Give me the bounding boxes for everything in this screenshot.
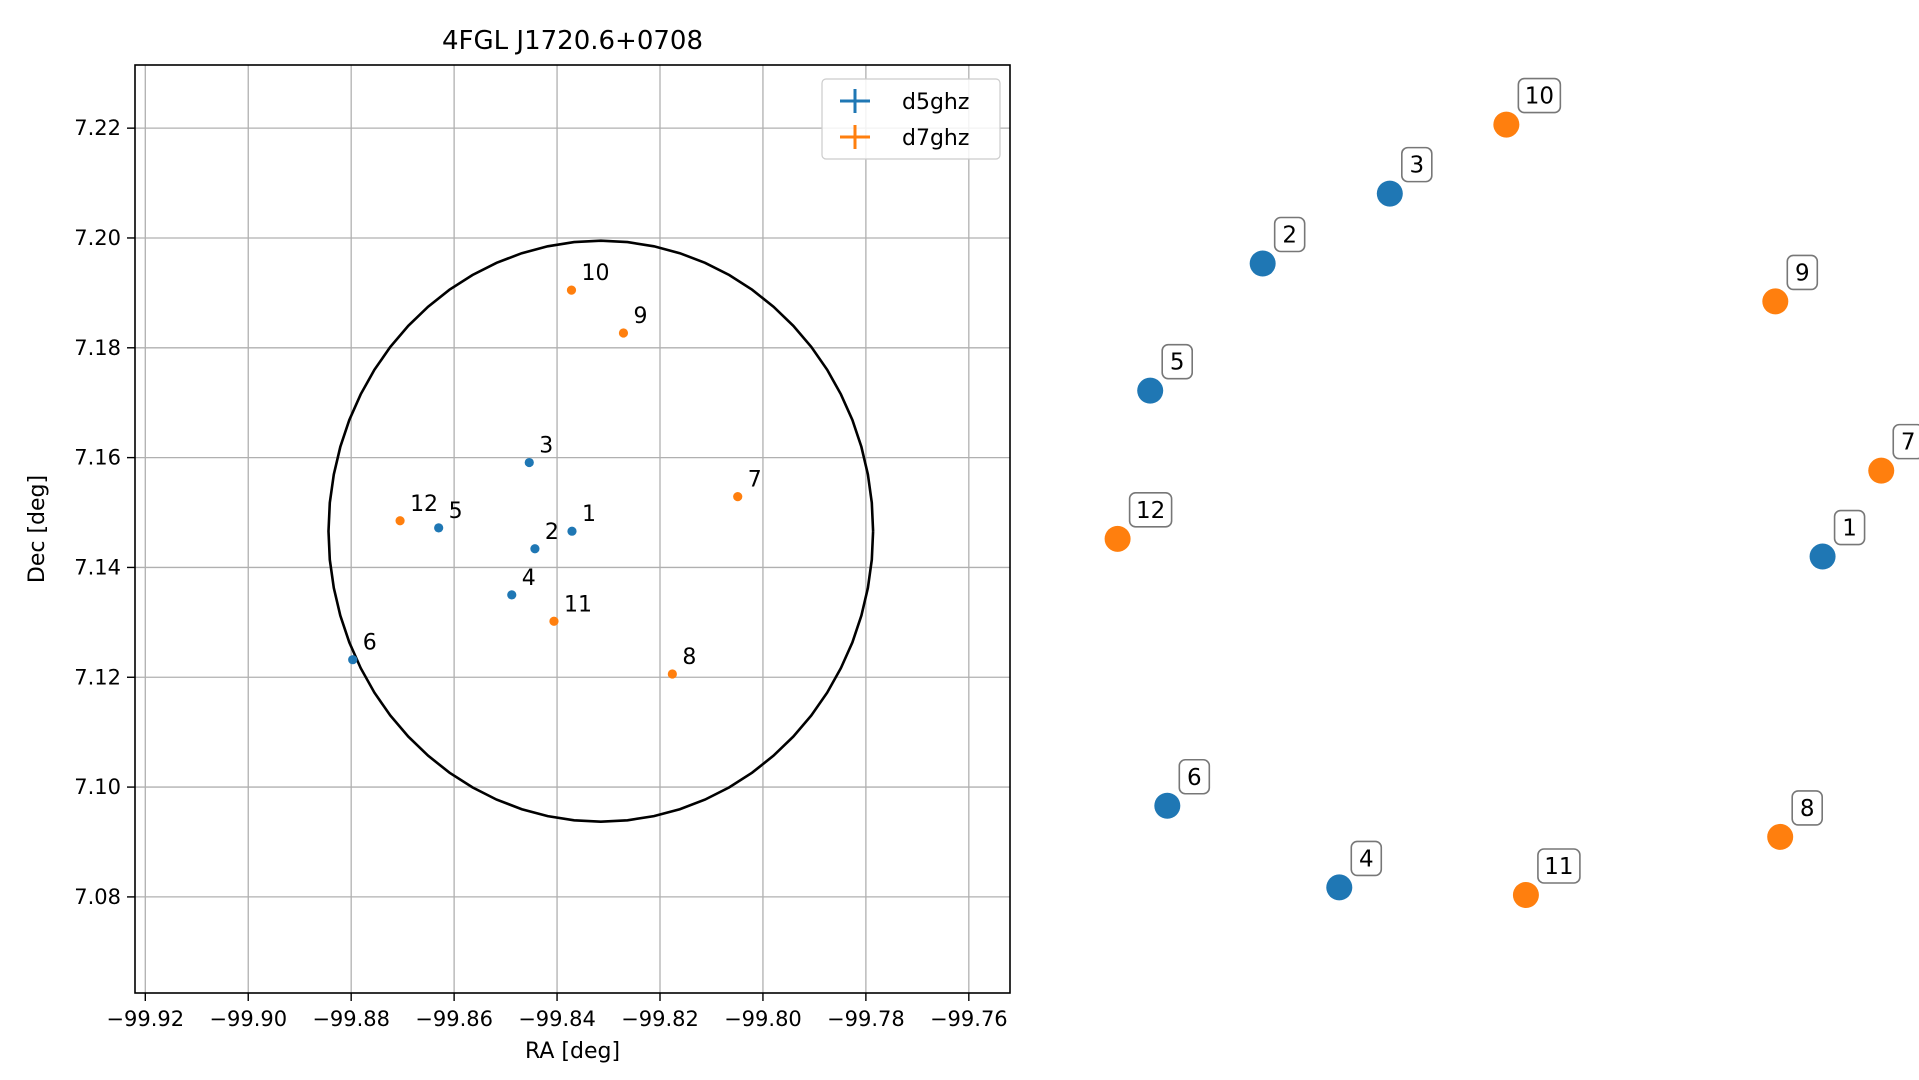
- y-tick-label: 7.12: [74, 665, 121, 689]
- key-point-10: [1493, 111, 1520, 138]
- key-label-box: [1786, 254, 1819, 291]
- point-d5ghz-6: [348, 655, 358, 665]
- search-circle: [327, 239, 875, 824]
- key-label: 2: [1282, 223, 1297, 249]
- key-point-1: [1809, 543, 1836, 570]
- key-label-box: [1517, 77, 1562, 114]
- point-label: 8: [682, 645, 696, 670]
- key-label: 10: [1525, 84, 1554, 110]
- key-point-9: [1762, 288, 1789, 315]
- point-d7ghz-9: [618, 328, 629, 338]
- point-label: 7: [748, 468, 762, 493]
- x-tick-label: −99.92: [106, 1007, 184, 1031]
- point-label: 1: [582, 502, 596, 527]
- point-d7ghz-7: [733, 492, 743, 502]
- point-label: 6: [363, 631, 377, 656]
- point-label: 10: [581, 261, 609, 286]
- key-label-box: [1178, 758, 1211, 795]
- point-label: 11: [564, 592, 592, 617]
- key-point-6: [1154, 792, 1181, 819]
- point-d5ghz-5: [434, 523, 444, 533]
- key-label: 3: [1409, 153, 1424, 179]
- key-point-4: [1326, 874, 1353, 901]
- point-d5ghz-4: [507, 590, 517, 600]
- key-label: 4: [1359, 846, 1374, 872]
- x-tick-label: −99.78: [827, 1007, 905, 1031]
- axis-ticks: −99.92 −99.90 −99.88 −99.86 −99.84 −99.82 −99.…: [74, 116, 1007, 1031]
- x-tick-label: −99.82: [621, 1007, 699, 1031]
- legend-label: d5ghz: [902, 90, 969, 115]
- legend: d5ghz d7ghz: [821, 78, 1001, 160]
- x-tick-label: −99.88: [312, 1007, 390, 1031]
- point-d5ghz-1: [567, 526, 577, 536]
- point-d5ghz-3: [524, 457, 534, 468]
- point-d5ghz-2: [530, 544, 540, 554]
- point-d7ghz-10: [566, 285, 577, 295]
- point-label: 4: [522, 566, 536, 591]
- key-label: 7: [1901, 430, 1916, 456]
- key-label: 5: [1170, 350, 1185, 376]
- point-label: 9: [633, 304, 647, 329]
- key-label-box: [1833, 509, 1866, 546]
- point-d7ghz-12: [395, 516, 405, 526]
- key-point-7: [1868, 457, 1895, 484]
- point-d7ghz-8: [667, 669, 677, 679]
- key-label-box: [1892, 423, 1919, 460]
- key-label-box: [1161, 343, 1193, 380]
- legend-label: d7ghz: [902, 126, 969, 151]
- point-label: 2: [545, 520, 559, 545]
- y-axis-label: Dec [deg]: [25, 475, 50, 583]
- axes-frame: [134, 64, 1011, 994]
- legend-box: [821, 78, 1001, 160]
- key-label-box: [1128, 492, 1173, 528]
- y-tick-label: 7.22: [74, 116, 121, 140]
- key-label: 9: [1795, 260, 1810, 286]
- y-tick-label: 7.08: [74, 885, 121, 909]
- key-point-3: [1376, 180, 1403, 207]
- x-tick-label: −99.84: [518, 1007, 596, 1031]
- y-tick-label: 7.20: [74, 226, 121, 250]
- key-label-box: [1401, 146, 1433, 183]
- y-tick-label: 7.18: [74, 336, 121, 360]
- y-tick-label: 7.16: [74, 446, 121, 470]
- key-point-11: [1512, 882, 1539, 909]
- key-point-8: [1767, 823, 1794, 850]
- x-tick-label: −99.86: [415, 1007, 493, 1031]
- x-tick-label: −99.76: [930, 1007, 1008, 1031]
- key-label-box: [1791, 790, 1823, 826]
- key-point-2: [1249, 250, 1276, 277]
- point-label: 5: [449, 499, 463, 524]
- point-d7ghz-11: [549, 616, 559, 626]
- key-label: 12: [1136, 498, 1165, 524]
- key-label-box: [1273, 216, 1306, 253]
- key-label-box: [1350, 840, 1383, 877]
- key-label-box: [1537, 848, 1581, 884]
- chart-title: 4FGL J1720.6+0708: [442, 26, 703, 56]
- x-tick-label: −99.80: [724, 1007, 802, 1031]
- x-tick-label: −99.90: [209, 1007, 287, 1031]
- key-point-12: [1104, 525, 1131, 552]
- point-label: 3: [539, 434, 553, 459]
- point-label: 12: [410, 492, 438, 517]
- key-label: 11: [1544, 854, 1573, 880]
- localization-circle: [327, 239, 875, 824]
- x-axis-label: RA [deg]: [525, 1039, 620, 1064]
- key-point-5: [1137, 377, 1164, 404]
- key-label: 8: [1800, 796, 1815, 822]
- y-tick-label: 7.14: [74, 555, 121, 579]
- key-label: 1: [1842, 516, 1857, 542]
- y-tick-label: 7.10: [74, 775, 121, 799]
- key-label: 6: [1187, 765, 1202, 791]
